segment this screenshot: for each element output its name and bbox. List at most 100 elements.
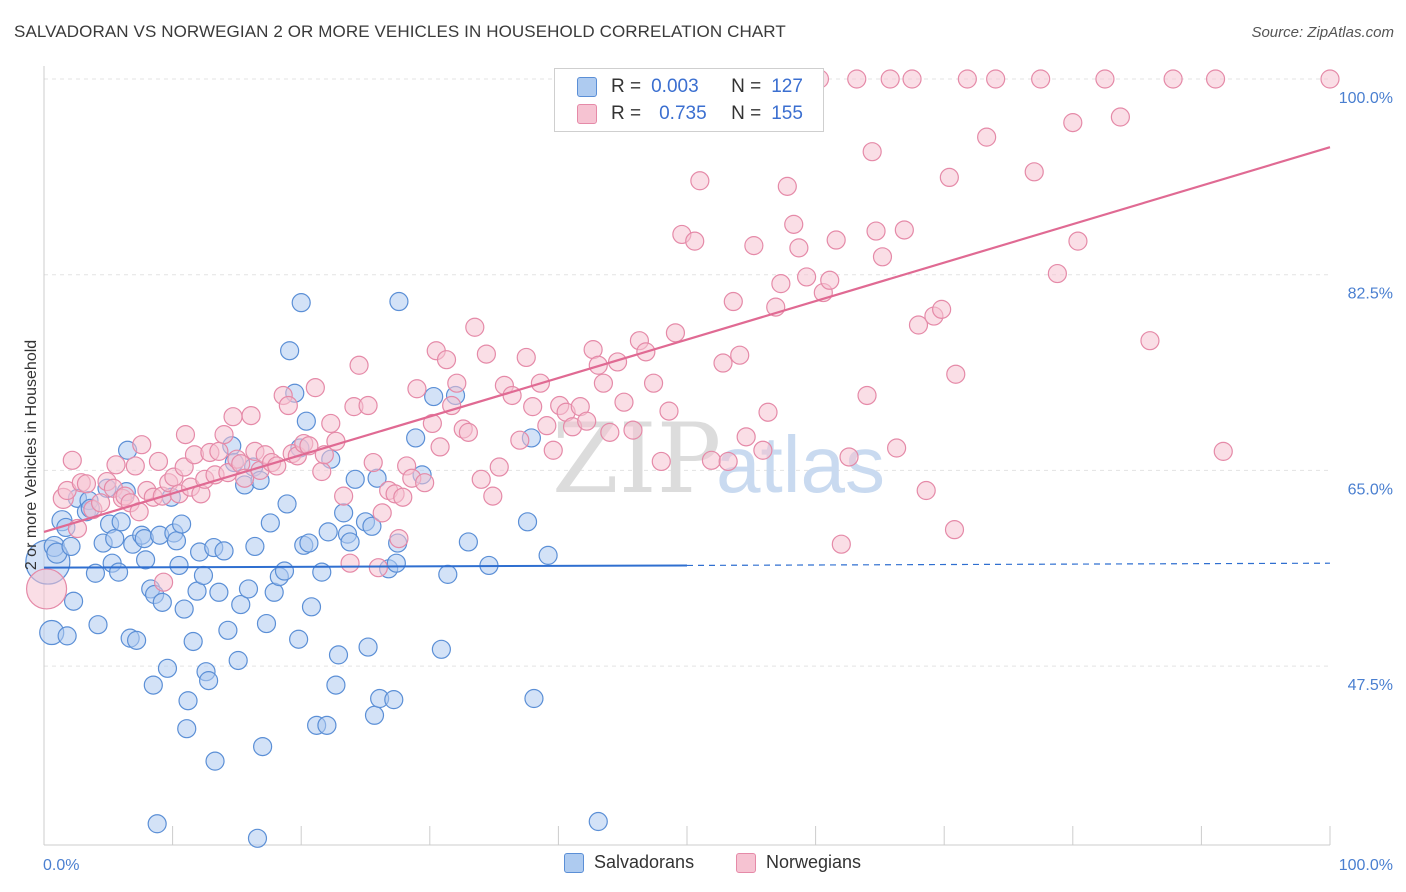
- chart-title: SALVADORAN VS NORWEGIAN 2 OR MORE VEHICL…: [14, 22, 786, 41]
- series-legend-norwegians[interactable]: Norwegians: [736, 852, 861, 873]
- salvadoran-point: [177, 719, 197, 739]
- norwegian-point: [175, 425, 196, 445]
- salvadoran-point: [386, 553, 406, 573]
- series-swatch-norwegians: [736, 852, 756, 873]
- legend-r-value: 0.003: [651, 76, 699, 97]
- norwegian-point: [957, 69, 977, 89]
- norwegian-point: [614, 392, 634, 412]
- norwegian-point: [1031, 69, 1051, 89]
- norwegian-point: [209, 441, 229, 461]
- salvadoran-point: [143, 675, 163, 695]
- salvadoran-point: [334, 503, 354, 523]
- salvadoran-point: [274, 561, 295, 581]
- salvadoran-point: [438, 564, 458, 584]
- norwegian-point: [25, 568, 68, 610]
- norwegian-point: [713, 353, 733, 373]
- salvadoran-point: [193, 565, 214, 586]
- series-legend-salvadorans[interactable]: Salvadorans: [564, 852, 694, 873]
- correlation-legend: R = 0.003 N = 127 R = 0.735 N = 155: [554, 68, 824, 132]
- salvadoran-point: [169, 555, 189, 576]
- salvadoran-point: [247, 828, 268, 848]
- norwegian-point: [839, 447, 859, 467]
- norwegian-point: [523, 397, 543, 417]
- salvadoran-point: [389, 291, 409, 312]
- norwegian-point: [334, 486, 354, 506]
- norwegian-point: [831, 534, 851, 554]
- norwegian-point: [422, 413, 442, 434]
- norwegian-point: [866, 221, 886, 241]
- norwegian-point: [753, 440, 773, 460]
- legend-row-norwegians: R = 0.735 N = 155: [577, 102, 803, 126]
- norwegian-point: [174, 457, 194, 477]
- norwegian-point: [471, 469, 491, 489]
- norwegian-point: [643, 373, 664, 393]
- norwegian-point: [1047, 263, 1067, 284]
- norwegian-point: [372, 503, 392, 523]
- norwegian-point: [1068, 231, 1088, 251]
- norwegian-point: [90, 493, 111, 513]
- norwegian-point: [908, 315, 929, 335]
- norwegian-point: [1213, 441, 1233, 461]
- norwegian-point: [593, 373, 614, 393]
- salvadoran-point: [178, 691, 198, 711]
- salvadoran-point: [328, 645, 349, 665]
- salvadoran-point: [205, 751, 225, 771]
- norwegian-point: [349, 355, 369, 375]
- norwegian-point: [543, 440, 563, 460]
- salvadoran-point: [231, 594, 251, 615]
- legend-swatch-norwegians: [577, 104, 597, 124]
- y-tick-label: 82.5%: [1348, 286, 1393, 303]
- norwegian-point: [340, 553, 360, 573]
- salvadoran-point: [135, 550, 156, 570]
- norwegian-point: [278, 395, 298, 416]
- salvadoran-point: [524, 688, 544, 709]
- norwegian-point: [723, 291, 743, 312]
- norwegian-point: [820, 270, 840, 290]
- norwegian-point: [701, 450, 722, 470]
- norwegian-point: [363, 452, 383, 473]
- norwegian-point: [1320, 69, 1340, 89]
- salvadoran-point: [326, 675, 346, 695]
- y-tick-label: 100.0%: [1339, 90, 1393, 107]
- norwegian-point: [489, 457, 509, 477]
- salvadoran-point: [431, 639, 451, 659]
- norwegian-point: [894, 220, 914, 240]
- norwegian-point: [784, 214, 804, 234]
- norwegian-point: [465, 317, 485, 337]
- salvadoran-point: [105, 528, 125, 549]
- norwegian-point: [430, 437, 450, 457]
- salvadoran-point: [199, 671, 219, 691]
- norwegian-point: [887, 438, 907, 458]
- norwegian-point: [690, 171, 710, 191]
- salvadoran-point: [63, 591, 84, 611]
- legend-n-label: N =: [731, 76, 762, 97]
- norwegian-point: [796, 267, 817, 287]
- salvadoran-point: [318, 522, 338, 542]
- salvadoran-point: [88, 615, 108, 635]
- norwegian-point: [537, 416, 557, 436]
- norwegian-point: [916, 480, 936, 501]
- norwegian-point: [1024, 162, 1044, 182]
- salvadoran-point: [340, 532, 360, 552]
- norwegian-point: [214, 425, 234, 445]
- norwegian-point: [447, 373, 467, 393]
- norwegian-point: [326, 431, 346, 451]
- norwegian-point: [932, 299, 952, 319]
- norwegian-point: [223, 407, 243, 427]
- salvadoran-point: [172, 514, 192, 534]
- norwegian-point: [944, 520, 965, 540]
- norwegian-point: [777, 176, 797, 196]
- salvadoran-point: [147, 814, 167, 834]
- norwegian-point: [1140, 331, 1160, 351]
- legend-swatch-salvadorans: [577, 77, 597, 97]
- norwegian-point: [389, 528, 409, 549]
- salvadoran-point: [364, 705, 385, 725]
- x-tick-label-end: 100.0%: [1339, 857, 1393, 874]
- salvadoran-point: [245, 536, 265, 557]
- legend-n-value: 127: [771, 76, 803, 97]
- salvadoran-point: [238, 579, 259, 599]
- salvadoran-point: [183, 631, 203, 652]
- salvadoran-point: [111, 512, 131, 532]
- legend-row-salvadorans: R = 0.003 N = 127: [577, 75, 803, 99]
- salvadoran-point: [166, 531, 187, 551]
